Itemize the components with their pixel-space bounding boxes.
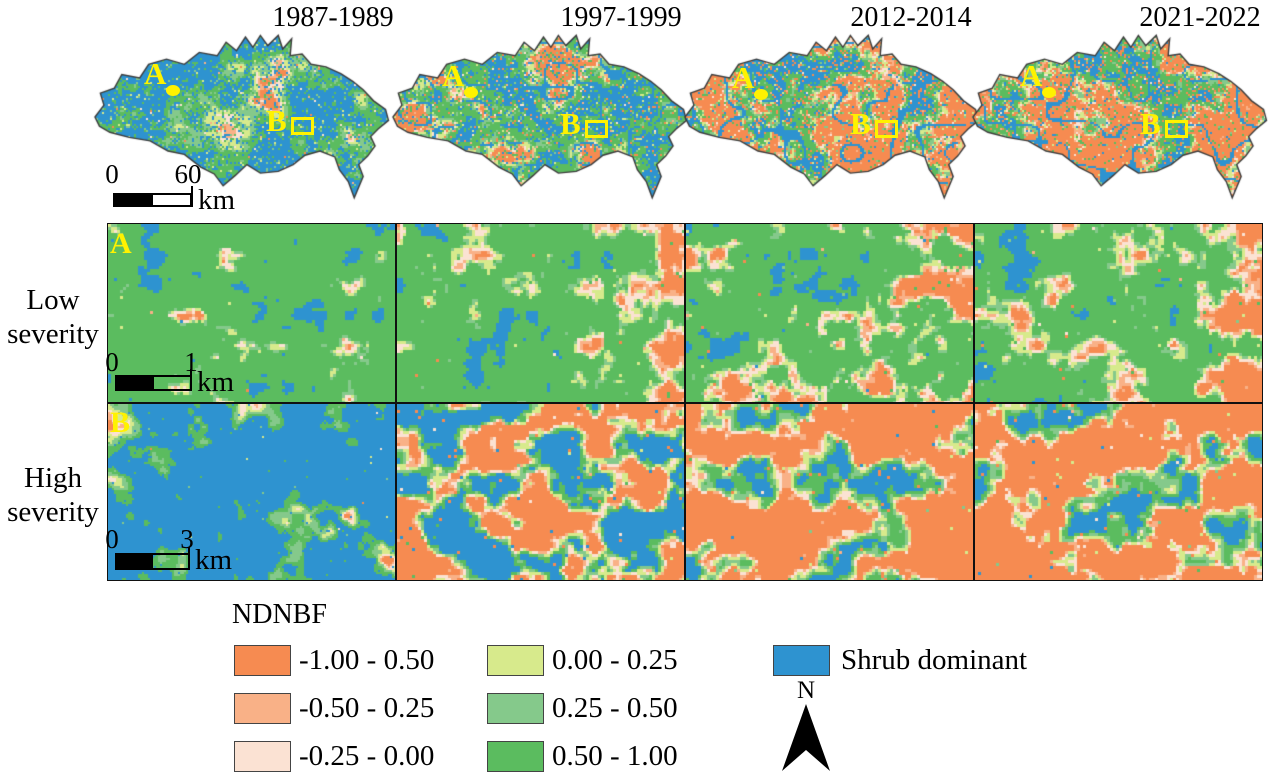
scalebar-filled-half [117,377,154,389]
map-title-2012-2014: 2012-2014 [850,2,972,33]
high-scalebar [115,553,190,570]
north-label: N [796,677,816,704]
panel-high-2012-2014 [685,403,974,581]
overview-scalebar-start: 0 [105,159,119,189]
panel-low-2021-2022 [974,223,1263,403]
site-b-label: B [560,106,581,141]
legend-label: 0.50 - 1.00 [552,740,678,772]
map-title-2021-2022: 2021-2022 [1139,2,1261,33]
legend-label: -0.50 - 0.25 [299,692,435,724]
watershed-map-1997-1999 [390,32,688,202]
site-b-marker-icon [585,120,608,138]
legend-swatch-neg025-000 [234,741,291,772]
scalebar-filled-half [115,195,153,205]
panel-high-1987-1989 [107,403,396,581]
panel-low-1987-1989 [107,223,396,403]
scalebar-tick [191,186,193,207]
site-a-marker-icon [754,89,768,100]
site-b-label: B [850,106,871,141]
legend-swatch-shrub-dominant [773,645,830,676]
legend-swatch-000-025 [487,645,544,676]
site-a-label: A [1020,58,1043,93]
legend-swatch-025-050 [487,693,544,724]
panel-low-1997-1999 [396,223,685,403]
legend-swatch-050-100 [487,741,544,772]
site-a-label: A [442,58,465,93]
site-b-marker-icon [875,120,898,138]
scalebar-tick [190,369,192,391]
watershed-map-2012-2014 [682,32,980,202]
high-scalebar-unit: km [195,544,233,576]
legend-label: -0.25 - 0.00 [299,740,435,772]
overview-scalebar [113,193,192,207]
low-scalebar-unit: km [197,366,235,398]
legend-label: Shrub dominant [841,644,1028,676]
row-label-low-severity: Low severity [7,284,99,350]
map-title-1997-1999: 1997-1999 [560,2,682,33]
overview-scalebar-end: 60 [174,159,202,189]
map-title-1987-1989: 1987-1989 [272,2,394,33]
site-a-label: A [732,60,755,95]
site-a-marker-icon [464,87,478,98]
high-scalebar-start: 0 [105,524,119,554]
site-b-marker-icon [291,117,314,135]
panel-letter-b: B [110,406,131,439]
legend-swatch-neg100-050 [234,645,291,676]
high-scalebar-end: 3 [180,524,194,554]
legend-swatch-neg050-025 [234,693,291,724]
scalebar-filled-half [117,555,153,568]
site-b-label: B [266,103,287,138]
scalebar-tick [188,547,190,570]
low-scalebar-start: 0 [105,347,119,377]
site-a-marker-icon [1042,87,1056,98]
legend-label: 0.25 - 0.50 [552,692,678,724]
watershed-map-1987-1989 [92,32,390,202]
overview-scalebar-unit: km [198,184,236,216]
legend-title: NDNBF [232,599,327,630]
site-a-label: A [144,56,167,91]
panel-high-2021-2022 [974,403,1263,581]
site-b-label: B [1140,106,1161,141]
low-scalebar-end: 1 [184,347,198,377]
north-arrow-icon [782,704,830,771]
row-label-high-severity: High severity [7,462,99,528]
panel-low-2012-2014 [685,223,974,403]
legend-label: 0.00 - 0.25 [552,644,678,676]
watershed-map-2021-2022 [970,32,1268,202]
site-a-marker-icon [166,85,180,96]
site-b-marker-icon [1165,120,1188,138]
panel-high-1997-1999 [396,403,685,581]
panel-letter-a: A [110,227,132,260]
low-scalebar [115,375,192,391]
legend-label: -1.00 - 0.50 [299,644,435,676]
